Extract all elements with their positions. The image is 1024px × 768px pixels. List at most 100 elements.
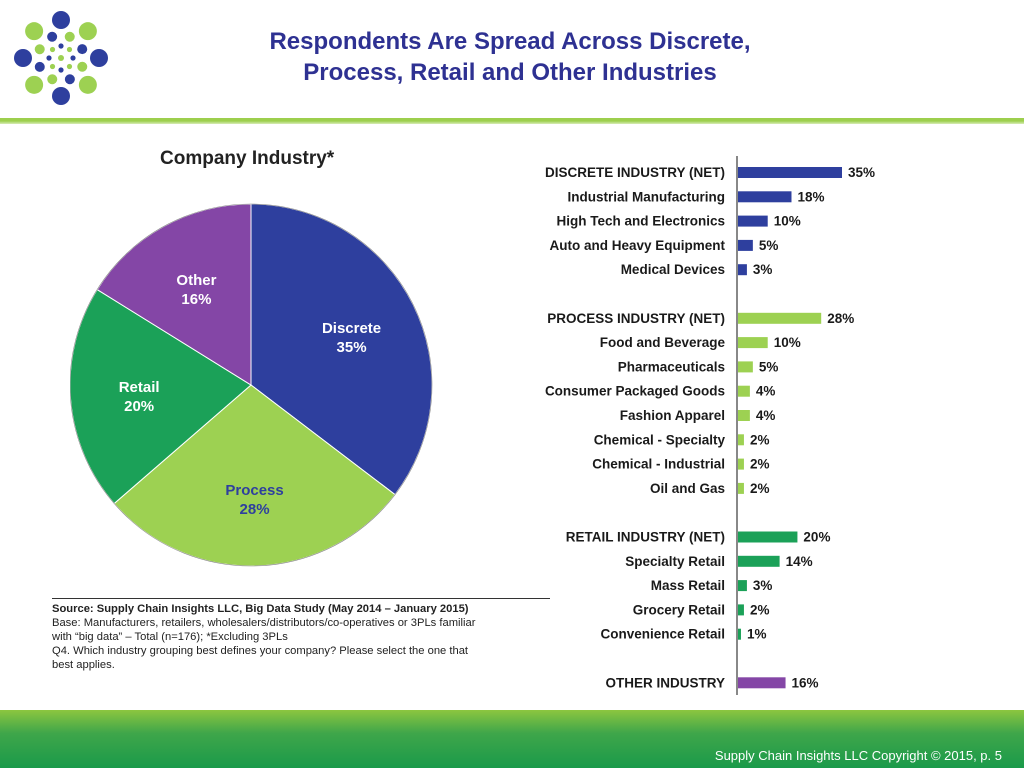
source-base-cont: with “big data” – Total (n=176); *Exclud… [52, 631, 288, 643]
slide-title-line-2: Process, Retail and Other Industries [303, 59, 717, 86]
bar-value: 2% [750, 432, 770, 447]
bar-label: Auto and Heavy Equipment [549, 238, 725, 253]
source-heading: Source: Supply Chain Insights LLC, Big D… [52, 603, 469, 615]
title-divider [0, 118, 1024, 124]
logo-dot [58, 43, 64, 49]
logo-dot [78, 22, 97, 41]
bar [738, 264, 747, 276]
bar-value: 3% [753, 262, 773, 277]
bar [738, 312, 822, 324]
logo-dot [78, 75, 97, 94]
bar-value: 35% [848, 165, 875, 180]
industry-pie-chart: Discrete 35% Process 28% Retail 20% Other 16% [70, 203, 433, 567]
bar-value: 4% [756, 384, 776, 399]
logo-dot [64, 31, 75, 42]
logo-dot [25, 75, 44, 94]
bar-value: 2% [750, 481, 770, 496]
bar [738, 434, 744, 446]
logo-dot [34, 44, 45, 55]
bar-label: Industrial Manufacturing [567, 189, 725, 204]
bar-label: High Tech and Electronics [556, 214, 725, 229]
bar-label: RETAIL INDUSTRY (NET) [566, 530, 725, 545]
pie-label-process: Process [225, 482, 283, 499]
bar-label: Grocery Retail [633, 602, 725, 617]
bar-value: 5% [759, 359, 779, 374]
pie-label-discrete: Discrete [322, 320, 381, 337]
bar-value: 10% [774, 335, 801, 350]
logo-dot [52, 87, 70, 105]
logo-dot [52, 11, 70, 29]
bar-value: 2% [750, 602, 770, 617]
pie-label-retail: Retail [119, 379, 160, 396]
bar-value: 5% [759, 238, 779, 253]
bar [738, 385, 750, 397]
bar-label: Consumer Packaged Goods [545, 384, 725, 399]
pie-value-discrete: 35% [337, 339, 367, 356]
bar [738, 361, 753, 373]
bar-label: Food and Beverage [600, 335, 726, 350]
logo-dot [77, 44, 88, 55]
logo-dot [49, 63, 56, 70]
pie-value-other: 16% [181, 291, 211, 308]
bar [738, 410, 750, 421]
bar-label: OTHER INDUSTRY [605, 675, 725, 690]
bar-value: 4% [756, 408, 776, 423]
bar-value: 2% [750, 457, 770, 472]
bar-label: Fashion Apparel [620, 408, 725, 423]
bar-value: 18% [797, 189, 824, 204]
bar-value: 20% [803, 530, 830, 545]
logo-dot [70, 55, 76, 61]
industry-bar-chart: DISCRETE INDUSTRY (NET) 35% Industrial Man… [545, 156, 875, 695]
logo-dot [90, 49, 108, 67]
logo-dot [66, 46, 73, 53]
logo-dot [34, 61, 45, 72]
source-note: Source: Supply Chain Insights LLC, Big D… [52, 598, 550, 672]
bar [738, 555, 780, 567]
source-question-cont: best applies. [52, 659, 115, 671]
logo-dot [47, 74, 58, 85]
bar-value: 28% [827, 311, 854, 326]
slide-title-line-1: Respondents Are Spread Across Discrete, [269, 28, 751, 55]
bar [738, 482, 744, 494]
bar-label: Pharmaceuticals [618, 359, 725, 374]
bar-label: Chemical - Specialty [594, 432, 726, 447]
footer-band [0, 710, 1024, 768]
pie-chart-title: Company Industry* [160, 148, 335, 169]
supply-chain-insights-logo-icon [14, 11, 108, 105]
bar-label: DISCRETE INDUSTRY (NET) [545, 165, 725, 180]
source-question: Q4. Which industry grouping best defines… [52, 645, 469, 657]
bar [738, 604, 744, 616]
bar [738, 337, 768, 349]
logo-dot [25, 22, 44, 41]
bar [738, 677, 786, 689]
bar-label: Medical Devices [621, 262, 725, 277]
copyright-text: Supply Chain Insights LLC Copyright © 20… [714, 748, 1002, 763]
bar [738, 191, 792, 203]
bar-value: 10% [774, 214, 801, 229]
bar [738, 531, 798, 543]
bar-value: 16% [792, 675, 819, 690]
logo-dot [66, 63, 73, 70]
logo-dot [64, 74, 75, 85]
pie-label-other: Other [176, 272, 216, 289]
logo-dot [58, 55, 64, 61]
bar-label: PROCESS INDUSTRY (NET) [547, 311, 725, 326]
bar-label: Convenience Retail [600, 627, 725, 642]
pie-outline [70, 203, 433, 567]
bar [738, 580, 747, 592]
bar-label: Chemical - Industrial [592, 457, 725, 472]
source-base: Base: Manufacturers, retailers, wholesal… [52, 617, 476, 629]
bar-label: Specialty Retail [625, 554, 725, 569]
bar-label: Oil and Gas [650, 481, 725, 496]
logo-dot [46, 55, 52, 61]
slide-title: Respondents Are Spread Across Discrete, … [150, 26, 870, 88]
pie-value-process: 28% [240, 501, 270, 518]
bar-value: 14% [786, 554, 813, 569]
bar-value: 3% [753, 578, 773, 593]
logo-dot [47, 31, 58, 42]
pie-value-retail: 20% [124, 398, 154, 415]
bar [738, 458, 744, 470]
bar [738, 215, 768, 227]
bar-value: 1% [747, 627, 767, 642]
bar [738, 628, 741, 640]
